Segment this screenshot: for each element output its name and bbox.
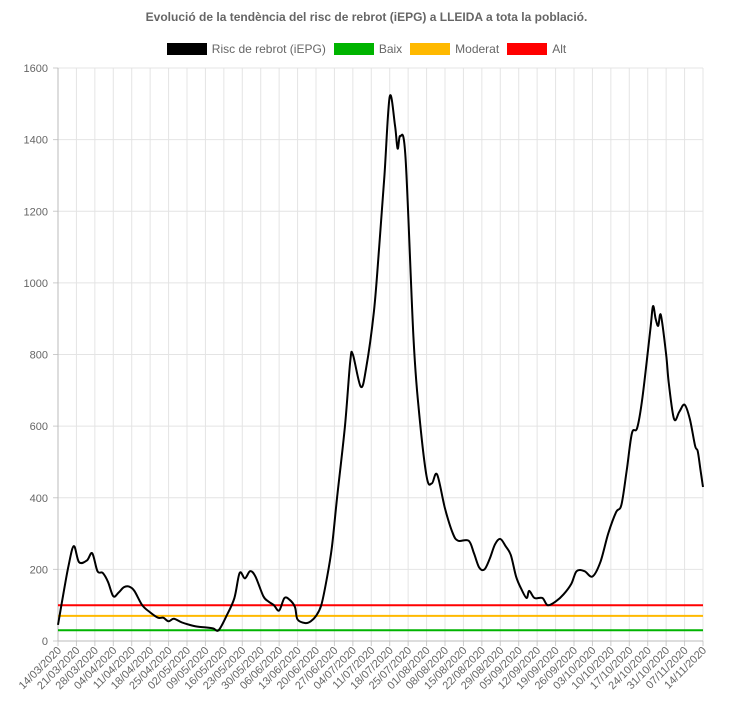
- legend-item-iepg[interactable]: Risc de rebrot (iEPG): [166, 42, 326, 56]
- legend-swatch-baix: [333, 43, 374, 55]
- y-tick-label: 200: [30, 564, 48, 576]
- legend-label-baix: Baix: [378, 42, 403, 56]
- y-tick-label: 1000: [24, 278, 48, 290]
- y-tick-label: 1200: [24, 206, 48, 218]
- series-line-iepg: [57, 94, 704, 632]
- y-tick-label: 400: [30, 493, 48, 505]
- legend-item-alt[interactable]: Alt: [507, 42, 566, 56]
- legend-label-moderat: Moderat: [455, 42, 500, 56]
- y-tick-label: 600: [30, 421, 48, 433]
- tick-labels: 0200400600800100012001400160014/03/20202…: [17, 63, 709, 692]
- legend: Risc de rebrot (iEPG) Baix Moderat Alt: [0, 42, 733, 56]
- legend-label-alt: Alt: [552, 42, 567, 56]
- y-tick-label: 800: [30, 350, 48, 362]
- legend-item-moderat[interactable]: Moderat: [410, 42, 499, 56]
- y-tick-label: 0: [42, 636, 48, 648]
- y-tick-label: 1600: [24, 63, 48, 75]
- axes: [53, 67, 704, 646]
- grid: [57, 67, 704, 642]
- series-layer: [57, 94, 704, 632]
- legend-swatch-iepg: [166, 43, 207, 55]
- legend-item-baix[interactable]: Baix: [333, 42, 403, 56]
- legend-label-iepg: Risc de rebrot (iEPG): [211, 42, 326, 56]
- y-tick-label: 1400: [24, 135, 48, 147]
- legend-swatch-alt: [507, 43, 548, 55]
- chart-title: Evolució de la tendència del risc de reb…: [145, 10, 588, 24]
- legend-swatch-moderat: [410, 43, 451, 55]
